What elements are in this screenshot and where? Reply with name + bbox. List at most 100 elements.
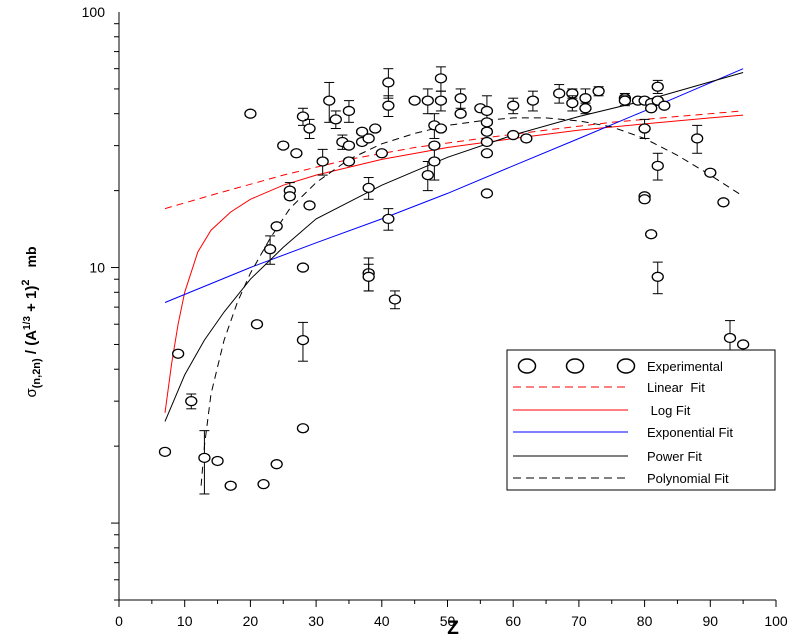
y-axis-title-sigma: σ: [23, 388, 40, 398]
x-tick-label: 90: [703, 613, 719, 629]
data-point: [316, 156, 329, 167]
data-point: [283, 191, 296, 202]
data-point: [185, 396, 198, 407]
data-point: [171, 348, 185, 359]
data-point: [434, 73, 448, 84]
data-point: [480, 188, 494, 199]
data-point: [296, 262, 310, 273]
data-point: [618, 95, 632, 106]
data-point: [428, 140, 441, 151]
legend-marker: [565, 358, 585, 374]
fit-curve-exponential-fit: [164, 68, 744, 303]
data-point: [329, 114, 342, 125]
data-point: [507, 100, 520, 111]
fit-curve-log-fit: [164, 114, 744, 413]
experimental-points: [158, 66, 750, 495]
fit-curve-linear-fit: [164, 110, 744, 210]
data-point: [651, 271, 664, 282]
data-point: [507, 129, 520, 141]
data-point: [737, 339, 750, 350]
data-point: [691, 133, 704, 144]
data-point: [651, 160, 664, 171]
data-point: [342, 156, 356, 167]
fit-curve-polynomial-fit: [200, 117, 744, 486]
data-point: [428, 156, 441, 167]
data-point: [480, 117, 494, 128]
data-point: [382, 77, 395, 88]
data-point: [323, 95, 336, 106]
legend: Experimental Linear Fit Log Fit Exponentia…: [506, 349, 776, 491]
data-point: [244, 108, 257, 119]
x-tick-label: 100: [764, 613, 788, 629]
data-point: [296, 334, 310, 346]
data-point: [704, 167, 717, 178]
data-point: [375, 148, 388, 159]
data-point: [480, 136, 494, 148]
data-point: [263, 244, 277, 255]
y-tick-label: 10: [89, 260, 105, 276]
data-point: [362, 133, 375, 144]
data-point: [382, 213, 395, 225]
legend-label: Experimental: [647, 359, 723, 374]
data-point: [454, 93, 467, 104]
data-point: [198, 452, 211, 463]
data-point: [645, 229, 658, 240]
legend-label: Linear Fit: [647, 380, 705, 395]
data-point: [651, 81, 664, 92]
y-axis-title-unit: mb: [23, 246, 39, 267]
legend-marker: [616, 358, 636, 374]
data-point: [303, 200, 316, 211]
x-tick-label: 50: [440, 613, 456, 629]
data-point: [158, 446, 172, 457]
data-point: [638, 194, 651, 205]
data-point: [250, 319, 264, 330]
data-point: [224, 480, 237, 491]
data-point: [526, 95, 540, 106]
x-tick-label: 40: [374, 613, 390, 629]
data-point: [579, 93, 592, 104]
data-point: [257, 479, 270, 490]
data-point: [579, 103, 592, 114]
data-point: [480, 105, 494, 117]
legend-label: Polynomial Fit: [647, 471, 729, 486]
data-point: [382, 100, 395, 111]
data-point: [480, 148, 494, 159]
data-point: [566, 97, 579, 109]
data-point: [362, 271, 375, 282]
x-tick-label: 10: [177, 613, 193, 629]
fit-curve-power-fit: [164, 72, 744, 422]
data-point: [434, 123, 448, 134]
data-point: [553, 88, 566, 99]
data-point: [658, 100, 671, 111]
y-axis-title-subscript: (n,2n): [31, 358, 43, 388]
data-point: [342, 140, 356, 151]
data-point: [369, 123, 382, 134]
data-point: [290, 148, 303, 159]
fit-curves: [164, 68, 744, 486]
data-point: [454, 108, 467, 119]
data-point: [362, 182, 375, 194]
data-point: [355, 126, 369, 137]
data-point: [408, 95, 421, 106]
data-point: [434, 95, 448, 106]
legend-box: [506, 349, 776, 491]
data-point: [592, 86, 605, 97]
data-point: [645, 103, 658, 114]
data-point: [270, 221, 283, 232]
axis-titles: Z σ(n,2n) / (A1/3 + 1)2 mb: [20, 246, 459, 639]
data-point: [638, 123, 651, 134]
y-tick-label: 100: [82, 4, 106, 20]
axes: 0 10 20 30 40 50 60 70 80 90 100 10 100: [82, 4, 788, 629]
data-point: [296, 111, 310, 122]
legend-marker: [517, 358, 537, 374]
data-point: [270, 459, 283, 470]
x-tick-label: 0: [115, 613, 123, 629]
x-tick-label: 70: [571, 613, 587, 629]
legend-label: Log Fit: [647, 403, 691, 418]
y-axis-title: σ(n,2n) / (A1/3 + 1)2 mb: [20, 246, 43, 397]
data-point: [421, 95, 434, 106]
data-point: [723, 332, 737, 344]
y-axis-title-denominator-open: / (A: [23, 330, 40, 358]
y-axis-title-denominator-close: + 1): [23, 286, 40, 316]
